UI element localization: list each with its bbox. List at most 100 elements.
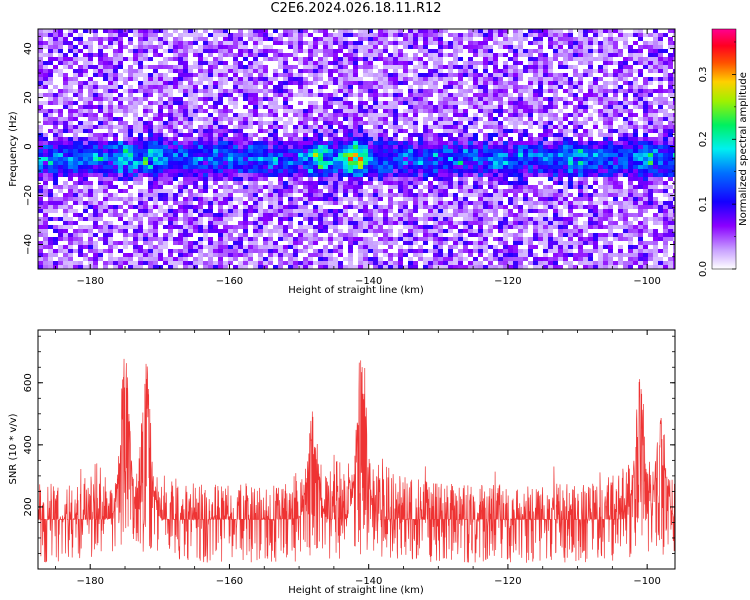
heatmap-cell [488,141,493,145]
heatmap-cell [438,93,443,97]
heatmap-cell [668,205,673,209]
heatmap-cell [388,77,393,81]
heatmap-cell [653,37,658,41]
heatmap-cell [358,201,363,205]
heatmap-cell [513,49,518,53]
heatmap-cell [78,149,83,153]
heatmap-cell [483,121,488,125]
heatmap-cell [558,81,563,85]
heatmap-cell [218,81,223,85]
heatmap-cell [168,85,173,89]
heatmap-cell [558,137,563,141]
heatmap-cell [343,65,348,69]
heatmap-cell [338,213,343,217]
heatmap-cell [483,145,488,149]
heatmap-cell [258,89,263,93]
heatmap-cell [48,69,53,73]
heatmap-cell [603,125,608,129]
heatmap-cell [623,145,628,149]
heatmap-cell [543,33,548,37]
heatmap-cell [473,161,478,165]
heatmap-cell [623,69,628,73]
heatmap-cell [453,85,458,89]
heatmap-cell [113,61,118,65]
heatmap-cell [383,193,388,197]
heatmap-cell [48,117,53,121]
heatmap-cell [538,189,543,193]
heatmap-cell [38,29,43,33]
heatmap-cell [483,73,488,77]
heatmap-cell [493,209,498,213]
heatmap-cell [53,41,58,45]
heatmap-cell [423,157,428,161]
heatmap-cell [603,49,608,53]
heatmap-cell [293,149,298,153]
heatmap-cell [108,125,113,129]
heatmap-cell [668,57,673,61]
heatmap-cell [458,45,463,49]
heatmap-cell [478,45,483,49]
heatmap-cell [448,137,453,141]
heatmap-cell [78,33,83,37]
heatmap-cell [548,61,553,65]
heatmap-cell [358,185,363,189]
heatmap-cell [183,57,188,61]
heatmap-cell [553,97,558,101]
heatmap-cell [63,209,68,213]
heatmap-cell [188,153,193,157]
heatmap-cell [538,101,543,105]
heatmap-cell [503,69,508,73]
heatmap-cell [338,129,343,133]
heatmap-cell [168,169,173,173]
heatmap-cell [508,69,513,73]
heatmap-cell [468,173,473,177]
heatmap-cell [243,173,248,177]
heatmap-cell [293,197,298,201]
heatmap-cell [488,53,493,57]
heatmap-cell [493,197,498,201]
heatmap-cell [623,109,628,113]
heatmap-cell [288,53,293,57]
heatmap-cell [83,105,88,109]
heatmap-cell [133,105,138,109]
heatmap-cell [238,189,243,193]
heatmap-cell [568,93,573,97]
heatmap-cell [313,133,318,137]
heatmap-cell [108,37,113,41]
heatmap-cell [593,161,598,165]
heatmap-cell [233,209,238,213]
heatmap-cell [398,53,403,57]
heatmap-cell [548,165,553,169]
heatmap-cell [198,149,203,153]
heatmap-cell [288,157,293,161]
heatmap-cell [138,45,143,49]
heatmap-cell [613,37,618,41]
heatmap-cell [243,201,248,205]
heatmap-cell [478,93,483,97]
heatmap-cell [198,165,203,169]
heatmap-cell [373,213,378,217]
heatmap-cell [663,65,668,69]
heatmap-cell [463,161,468,165]
heatmap-cell [378,153,383,157]
heatmap-cell [223,73,228,77]
heatmap-cell [228,141,233,145]
heatmap-cell [148,161,153,165]
heatmap-cell [428,105,433,109]
heatmap-cell [158,197,163,201]
heatmap-cell [658,45,663,49]
heatmap-cell [263,85,268,89]
heatmap-cell [438,109,443,113]
heatmap-cell [298,197,303,201]
heatmap-cell [343,113,348,117]
heatmap-cell [673,41,675,45]
heatmap-cell [153,117,158,121]
heatmap-cell [503,53,508,57]
heatmap-cell [173,157,178,161]
heatmap-cell [278,149,283,153]
heatmap-cell [558,77,563,81]
heatmap-cell [388,81,393,85]
heatmap-cell [258,113,263,117]
heatmap-cell [188,181,193,185]
heatmap-cell [568,181,573,185]
